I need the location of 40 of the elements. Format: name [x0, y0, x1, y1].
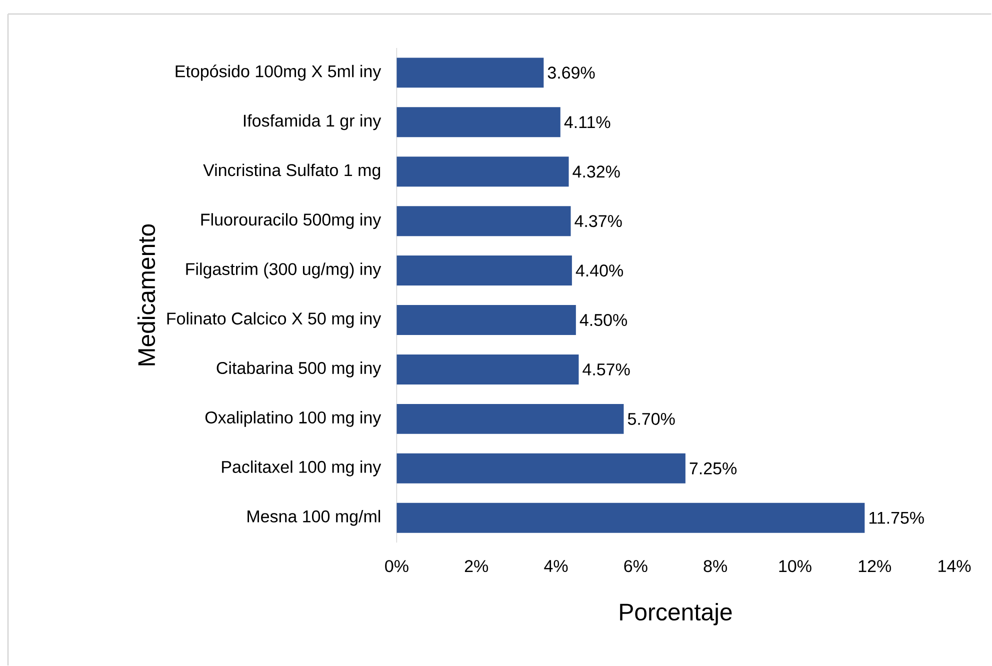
x-tick-label: 2% [464, 560, 488, 572]
x-tick-label: 14% [938, 560, 971, 572]
bar [396, 354, 579, 384]
data-label: 4.50% [580, 314, 627, 326]
y-tick-label: Paclitaxel 100 mg iny [222, 460, 382, 476]
bar [396, 206, 571, 236]
data-label: 4.11% [564, 116, 610, 128]
x-tick-label: 6% [624, 560, 648, 572]
bar [396, 58, 544, 88]
data-label: 4.32% [572, 165, 620, 178]
x-tick-label: 10% [779, 560, 812, 572]
y-tick-label: Vincristina Sulfato 1 mg [203, 164, 380, 180]
x-tick-label: 0% [385, 560, 408, 572]
bar [396, 255, 572, 286]
bar [396, 107, 560, 138]
y-tick-label: Etopósido 100mg X 5ml iny [176, 64, 382, 81]
x-tick-label: 4% [544, 560, 568, 572]
y-tick-label: Mesna 100 mg/ml [248, 510, 380, 526]
x-tick-label: 12% [858, 560, 892, 572]
bar [396, 502, 865, 533]
data-label: 4.40% [576, 264, 624, 276]
data-label: 7.25% [690, 462, 737, 474]
y-tick-label: Folinato Calcico X 50 mg iny [167, 312, 382, 328]
y-tick-label: Ifosfamida 1 gr iny [244, 114, 382, 130]
data-label: 4.37% [574, 214, 622, 227]
y-tick-label: Fluorouracilo 500mg iny [201, 213, 382, 229]
x-tick-label: 8% [704, 560, 727, 572]
data-label: 3.69% [548, 66, 595, 79]
data-label: 4.57% [582, 363, 630, 376]
data-label: 11.75% [869, 512, 924, 524]
data-label: 5.70% [628, 412, 675, 425]
y-tick-label: Filgastrim (300 ug/mg) iny [186, 262, 382, 278]
y-tick-label: Oxaliplatino 100 mg iny [205, 410, 382, 427]
y-axis-title: Medicamento [137, 224, 156, 366]
y-tick-label: Citabarina 500 mg iny [216, 361, 382, 378]
bar [396, 453, 686, 484]
bar [396, 156, 569, 186]
x-axis-title: Porcentaje [620, 602, 732, 626]
bar [396, 404, 624, 434]
bar [396, 304, 576, 335]
